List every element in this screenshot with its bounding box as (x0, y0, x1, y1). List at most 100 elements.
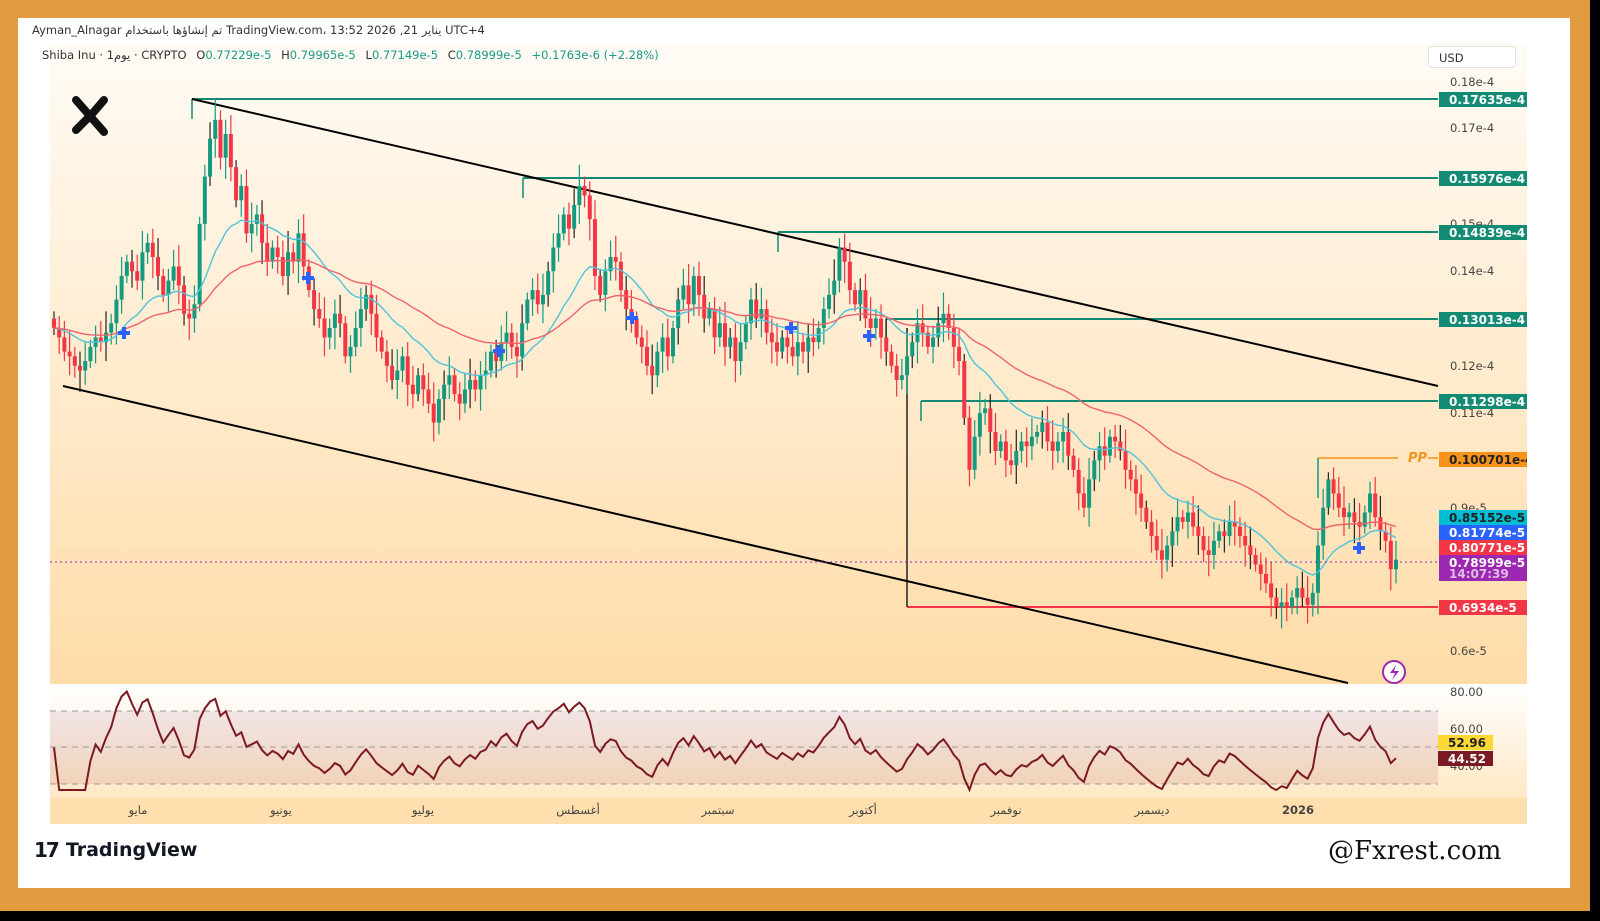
price-axis[interactable]: 0.18e-40.17e-40.15e-40.14e-40.12e-40.11e… (1438, 75, 1527, 773)
pivot-label: PP (1408, 451, 1428, 466)
tradingview-wordmark: TradingView (65, 839, 198, 861)
candle-body (140, 252, 145, 281)
candle-body (62, 337, 67, 352)
candle-body (260, 214, 265, 243)
candle-body (972, 436, 977, 470)
price-tick: 0.11e-4 (1450, 406, 1494, 420)
candle-body (135, 271, 140, 281)
candle-body (962, 361, 967, 418)
candle-body (780, 337, 785, 352)
candle-body (1315, 545, 1320, 593)
candle-body (639, 337, 644, 347)
candle-body (775, 342, 780, 352)
cross-marker-icon (626, 312, 638, 324)
candle-body (374, 313, 379, 338)
candle-body (1092, 460, 1097, 480)
symbol-label[interactable]: Shiba Inu · 1يوم · CRYPTO (42, 48, 187, 62)
candle-body (582, 186, 587, 196)
candle-body (436, 398, 441, 423)
candle-body (1269, 583, 1274, 598)
candle-body (364, 294, 369, 310)
tradingview-brand[interactable]: 17 TradingView (34, 838, 197, 862)
candle-body (592, 219, 597, 276)
candle-body (291, 252, 296, 262)
candle-body (83, 361, 88, 371)
price-chart[interactable]: PP 0.18e-40.17e-40.15e-40.14e-40.12e-40.… (32, 44, 1527, 841)
candle-body (832, 280, 837, 295)
candle-body (301, 233, 306, 267)
time-tick: أكتوبر (848, 802, 877, 818)
countdown-tag (1439, 567, 1527, 581)
currency-selector[interactable]: USD (1428, 46, 1516, 68)
price-tag[interactable] (1439, 600, 1527, 615)
candle-body (655, 351, 660, 376)
rsi-ma-tag (1438, 735, 1493, 750)
lightning-icon[interactable] (1382, 660, 1406, 684)
candle-body (1055, 441, 1060, 451)
candle-body (156, 257, 161, 276)
candle-body (1191, 512, 1196, 527)
price-tag[interactable] (1439, 525, 1527, 540)
candle-body (702, 294, 707, 319)
candle-body (457, 394, 462, 404)
candle-body (957, 346, 962, 362)
candle-body (577, 186, 582, 205)
svg-text:0.80771e-5: 0.80771e-5 (1449, 541, 1525, 555)
price-tag[interactable] (1439, 92, 1527, 107)
candle-body (801, 342, 806, 352)
candle-body (925, 332, 930, 347)
price-tag[interactable] (1439, 312, 1527, 327)
time-tick: نوفمبر (989, 803, 1021, 818)
candle-body (1201, 536, 1206, 551)
svg-text:0.78999e-5: 0.78999e-5 (1449, 556, 1525, 570)
candle-body (483, 370, 488, 376)
candle-body (1040, 422, 1045, 433)
candle-body (847, 261, 852, 291)
candle-body (754, 299, 759, 319)
candle-body (1035, 432, 1040, 437)
rsi-tick: 80.00 (1450, 685, 1483, 699)
candle-body (1295, 588, 1300, 598)
price-tag[interactable] (1439, 225, 1527, 240)
price-tag[interactable] (1439, 394, 1527, 409)
cross-marker-icon (863, 330, 875, 342)
candle-body (556, 233, 561, 248)
candle-body (1118, 441, 1123, 451)
candle-body (1113, 436, 1118, 442)
candle-body (468, 379, 473, 390)
horizontal-levels[interactable]: PP (191, 98, 1438, 608)
candle-body (905, 356, 910, 376)
low-value: 0.77149e-5 (371, 48, 439, 62)
candle-body (827, 294, 832, 310)
candle-body (873, 318, 878, 328)
candle-body (910, 342, 915, 357)
change-value: +0.1763e-6 (+2.28%) (531, 48, 659, 62)
price-tag[interactable] (1439, 555, 1527, 570)
candle-body (1284, 602, 1289, 608)
price-tag[interactable] (1439, 540, 1527, 555)
candle-body (1388, 540, 1393, 570)
candle-body (1019, 441, 1024, 451)
candle-body (78, 365, 83, 371)
candle-body (317, 309, 322, 319)
candle-body (1394, 559, 1398, 570)
time-axis[interactable]: مايو يونيو يوليو أغسطس سبتمبر أكتوبر نوفمبر ديس… (128, 802, 1314, 818)
candle-body (1331, 479, 1336, 494)
price-tag[interactable] (1439, 171, 1527, 186)
candle-body (931, 337, 936, 347)
candle-body (634, 318, 639, 338)
candle-body (286, 252, 291, 276)
channel-upper-line[interactable] (191, 98, 1439, 387)
price-tag[interactable] (1439, 510, 1527, 525)
channel-lower-line[interactable] (62, 385, 1349, 684)
candle-body (1097, 446, 1102, 461)
candle-body (390, 365, 395, 380)
candle-body (494, 351, 499, 362)
svg-text:0.81774e-5: 0.81774e-5 (1449, 526, 1525, 540)
chart-area[interactable]: PP 0.18e-4 0.17e-4 0.15e-4 0.14e-4 0.12e-4 0.… (32, 44, 1527, 841)
descending-channel[interactable] (62, 98, 1439, 684)
svg-text:52.96: 52.96 (1448, 736, 1486, 750)
candle-body (400, 356, 405, 371)
candle-body (1336, 493, 1341, 508)
price-tag[interactable] (1439, 452, 1527, 467)
